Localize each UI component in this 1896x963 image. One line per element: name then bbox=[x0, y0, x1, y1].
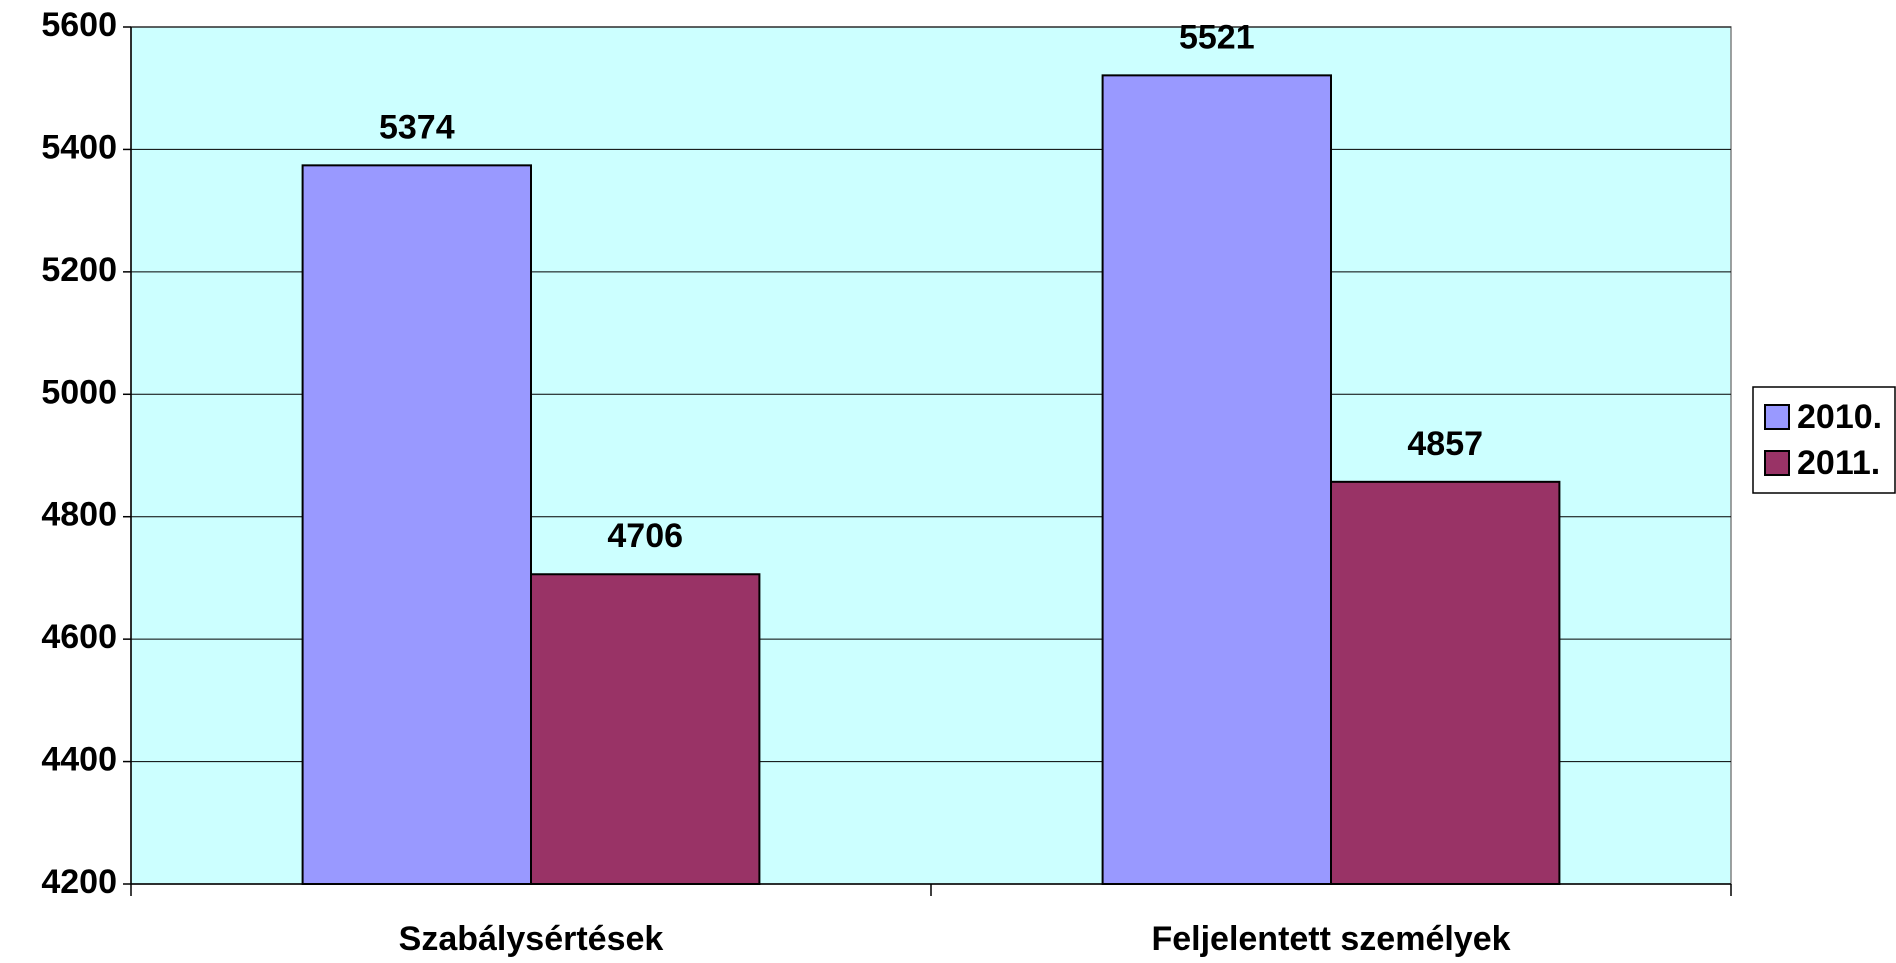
legend-swatch bbox=[1764, 450, 1790, 476]
y-tick-label: 4200 bbox=[41, 863, 117, 901]
y-tick-label: 4800 bbox=[41, 496, 117, 534]
y-tick-label: 5000 bbox=[41, 373, 117, 411]
bar bbox=[530, 573, 761, 886]
value-label: 4706 bbox=[607, 517, 683, 555]
y-tick-label: 5600 bbox=[41, 6, 117, 44]
y-tick-label: 5200 bbox=[41, 251, 117, 289]
y-tick-label: 4600 bbox=[41, 618, 117, 656]
value-label: 5374 bbox=[379, 108, 455, 146]
bar bbox=[1330, 480, 1561, 885]
bar bbox=[1101, 74, 1332, 885]
x-tick-label: Feljelentett személyek bbox=[1151, 920, 1510, 958]
x-tick-label: Szabálysértések bbox=[399, 920, 664, 958]
y-tick-label: 4400 bbox=[41, 741, 117, 779]
y-tick-label: 5400 bbox=[41, 128, 117, 166]
value-label: 4857 bbox=[1407, 425, 1483, 463]
legend-swatch bbox=[1764, 404, 1790, 430]
bar bbox=[301, 164, 532, 885]
legend-label: 2011. bbox=[1797, 444, 1880, 482]
legend-label: 2010. bbox=[1797, 398, 1882, 436]
value-label: 5521 bbox=[1179, 18, 1255, 56]
